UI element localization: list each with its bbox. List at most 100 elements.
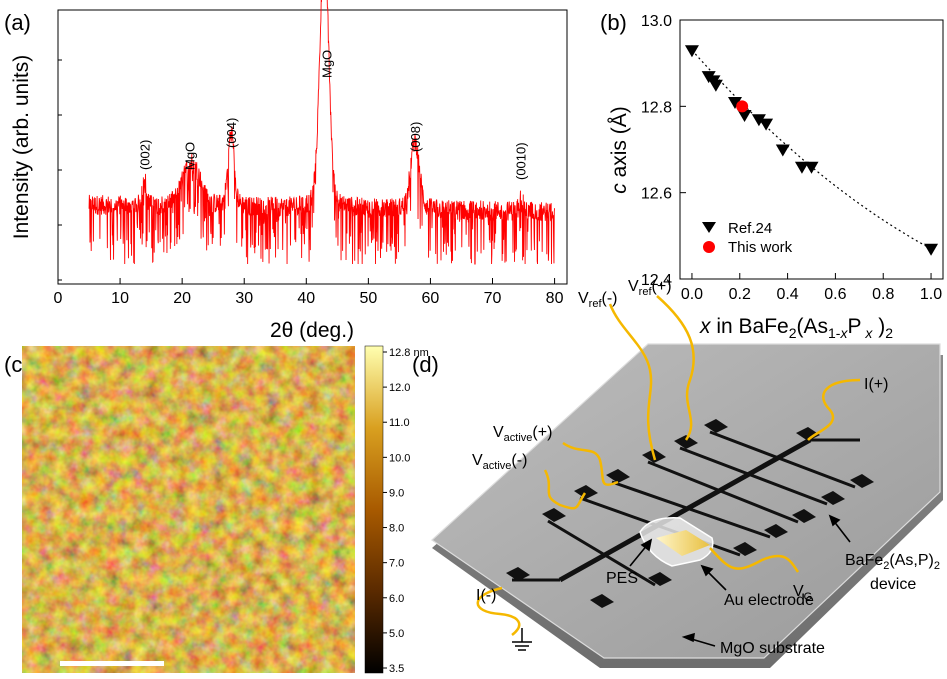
wire-vg [709,547,800,573]
c-axis-points [684,45,939,256]
label-i-plus: I(+) [864,376,888,393]
panel-a-label: (a) [4,10,31,35]
colorbar-tick-label: 12.8 nm [389,347,429,359]
wires [476,295,861,636]
c-axis-plot-frame [679,19,944,280]
wire-vact-plus [562,441,619,486]
xrd-peak-label: (008) [408,122,423,152]
c-axis-y-tick-label: 12.8 [641,99,672,116]
ref24-point [727,97,742,110]
label-vg: VG [793,583,812,603]
colorbar-tick-label: 6.0 [389,593,404,605]
afm-texture [22,346,355,673]
colorbar-tick-label: 11.0 [389,417,410,429]
c-axis-y-tick-label: 12.6 [641,186,672,203]
wire-i-minus [476,586,521,636]
ref24-point [737,109,752,122]
label-vref-minus: Vref(-) [578,290,618,310]
colorbar-tick-label: 9.0 [389,487,404,499]
colorbar-tick-label: 8.0 [389,523,404,535]
ref24-point [924,243,939,256]
xrd-x-tick-label: 60 [422,290,440,307]
afm-colorbar: 12.8 nm 12.0 11.0 10.0 9.0 8.0 7.0 6.0 5.0 3.5 [364,345,429,675]
device-labels: I(+) I(-) Vref(-) Vref(+) Vactive(+) Vac… [472,278,940,657]
ref24-point [684,45,699,58]
c-axis-x-tick-label: 0.0 [681,286,703,303]
ground-icon [512,628,532,651]
xrd-peak-label: MgO [182,142,197,170]
device-schematic: I(+) I(-) Vref(-) Vref(+) Vactive(+) Vac… [431,278,943,668]
xrd-peak-label: (0010) [513,142,528,180]
annotation-arrows [629,514,851,647]
scale-bar [60,661,164,666]
label-mgo-substrate: MgO substrate [720,640,825,657]
xrd-plot-frame [57,9,568,285]
hall-bar-channel [558,437,812,583]
colorbar-ticks: 12.8 nm 12.0 11.0 10.0 9.0 8.0 7.0 6.0 5.0 3.5 [383,347,429,675]
xrd-x-tick-label: 30 [235,290,253,307]
xrd-x-tick-label: 10 [111,290,129,307]
xrd-x-tick-label: 50 [359,290,377,307]
wire-vref-plus [656,295,695,441]
colorbar-tick-label: 10.0 [389,452,410,464]
legend-ref-label: Ref.24 [728,220,772,237]
c-axis-x-tick-label: 1.0 [920,286,942,303]
xrd-x-tick-label: 40 [297,290,315,307]
colorbar-gradient [364,345,384,674]
xrd-chart: 0 10 20 30 40 50 60 70 80 (002) MgO(004)MgO(008)(… [10,0,568,342]
c-axis-x-tick-label: 0.4 [776,286,798,303]
label-device: device [870,576,916,593]
c-axis-x-axis-title: x in BaFe2(As1-xP x )2 [699,315,893,341]
xrd-x-tick-label: 70 [484,290,502,307]
legend-this-work-marker [703,241,715,253]
c-axis-y-tick-label: 12.4 [641,272,672,289]
xrd-peak-labels: (002) MgO (004) MgO (008) (0010) [137,50,528,180]
pad-extra [590,594,614,608]
wire-i-plus [807,378,861,441]
wire-vref-minus [608,303,657,461]
xrd-x-tick-label: 0 [54,290,63,307]
wire-vact-minus [543,469,587,510]
c-axis-x-tick-label: 0.6 [824,286,846,303]
colorbar-tick-label: 7.0 [389,558,404,570]
xrd-y-axis-title: Intensity (arb. units) [10,55,33,239]
colorbar-tick-label: 5.0 [389,628,404,640]
colorbar-tick-label: 12.0 [389,382,410,394]
xrd-peak-label: (002) [137,140,152,170]
label-vactive-plus: Vactive(+) [493,424,552,444]
legend-ref-marker [702,222,716,233]
xrd-x-axis-title: 2θ (deg.) [270,319,354,342]
xrd-x-tick-label: 80 [546,290,564,307]
xrd-peak-label: MgO [319,50,334,78]
label-device-material: BaFe2(As,P)2 [845,552,940,572]
c-axis-chart: 0.0 0.2 0.4 0.6 0.8 1.0 12.4 12.6 12.8 13.0 Ref.2… [608,13,944,341]
au-gate-electrode [656,530,710,556]
c-axis-y-axis-title: c axis (Å) [608,106,631,194]
xrd-series-line [88,0,556,265]
ref24-point [804,161,819,174]
legend-this-work-label: This work [728,239,793,256]
this-work-point [736,100,749,113]
label-vactive-minus: Vactive(-) [472,452,527,472]
c-axis-x-tick-label: 0.8 [872,286,894,303]
ref24-point [775,144,790,157]
label-au-electrode: Au electrode [724,592,814,609]
panel-b-label: (b) [600,10,627,35]
xrd-x-tick-label: 20 [173,290,191,307]
ref24-point [751,114,766,127]
c-axis-y-tick-label: 13.0 [641,13,672,30]
label-pes: PES [606,570,638,587]
xrd-peak-label: (004) [224,118,239,148]
afm-image [22,346,355,673]
ref24-point [708,79,723,92]
c-axis-ticks: 0.0 0.2 0.4 0.6 0.8 1.0 12.4 12.6 12.8 13.0 [641,13,942,303]
label-vref-plus: Vref(+) [628,278,672,298]
ref24-point [794,161,809,174]
c-axis-x-tick-label: 0.2 [729,286,751,303]
fit-curve [691,49,932,250]
label-i-minus: I(-) [476,587,496,604]
xrd-x-ticks: 0 10 20 30 40 50 60 70 80 [54,59,564,307]
panel-d-label: (d) [412,352,439,377]
ref24-point [759,118,774,131]
